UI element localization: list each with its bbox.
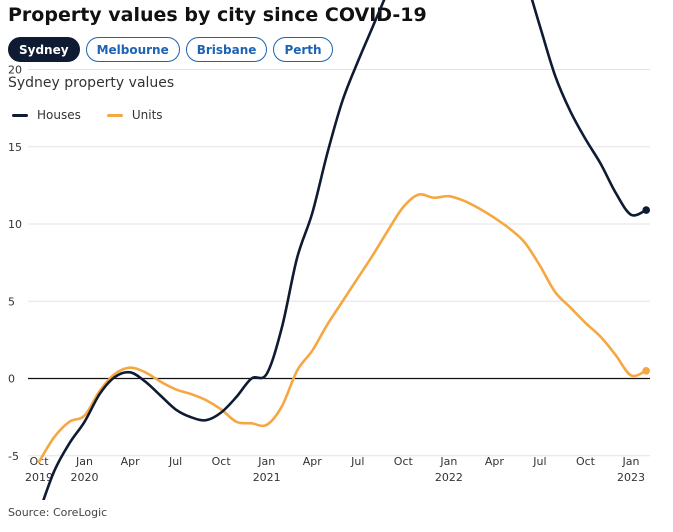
series-line-houses [42,0,648,500]
y-tick-label: 15 [8,141,22,154]
x-tick-label: Jan [257,455,275,468]
x-tick-year-label: 2020 [71,471,99,484]
legend-swatch-houses [12,113,28,117]
series-end-point-units [642,366,650,375]
x-tick-label: Jan [439,455,457,468]
y-axis-ticks: -5051015202530 [8,64,22,463]
gridlines [28,69,650,457]
tab-perth[interactable]: Perth [273,37,333,62]
x-axis-ticks: Oct 2019 Jan 2020 Apr Jul Oct Jan 2021 Apr Jul Oct J… [25,455,645,484]
chart-legend: Houses Units [12,108,189,122]
series-line-units [37,193,648,464]
x-tick-label: Oct [212,455,232,468]
tab-melbourne[interactable]: Melbourne [85,37,180,62]
x-tick-label: Jul [168,455,182,468]
series-lines [37,0,650,500]
x-tick-label: Jul [532,455,546,468]
x-tick-label: Jan [622,455,640,468]
x-tick-year-label: 2021 [253,471,281,484]
tab-brisbane[interactable]: Brisbane [185,37,268,62]
x-tick-year-label: 2019 [25,471,53,484]
y-tick-label: 0 [8,373,15,386]
legend-item-houses[interactable]: Houses [12,108,81,122]
series-end-point-houses [642,206,650,214]
y-tick-label: -5 [8,450,19,463]
x-tick-label: Oct [576,455,596,468]
y-tick-label: 10 [8,218,22,231]
x-tick-year-label: 2022 [435,471,463,484]
x-tick-label: Apr [485,455,505,468]
line-chart: -5051015202530 Oct2019Jan2020AprJulOctJa… [8,0,650,500]
tab-sydney[interactable]: Sydney [8,37,80,62]
city-tabs: Sydney Melbourne Brisbane Perth [8,37,333,62]
y-tick-label: 5 [8,295,15,308]
x-tick-label: Jul [350,455,364,468]
legend-label-houses: Houses [37,108,81,122]
x-tick-label: Oct [394,455,414,468]
legend-swatch-units [106,113,123,117]
page-title: Property values by city since COVID-19 [8,4,427,26]
source-note: Source: CoreLogic [8,506,108,519]
x-tick-label: Jan [75,455,93,468]
legend-item-units[interactable]: Units [106,108,163,122]
x-tick-year-label: 2023 [617,471,645,484]
y-tick-label: 20 [8,64,22,77]
legend-label-units: Units [131,108,163,122]
x-tick-label: Apr [121,455,141,468]
x-tick-label: Apr [303,455,323,468]
chart-title: Sydney property values [8,75,175,91]
